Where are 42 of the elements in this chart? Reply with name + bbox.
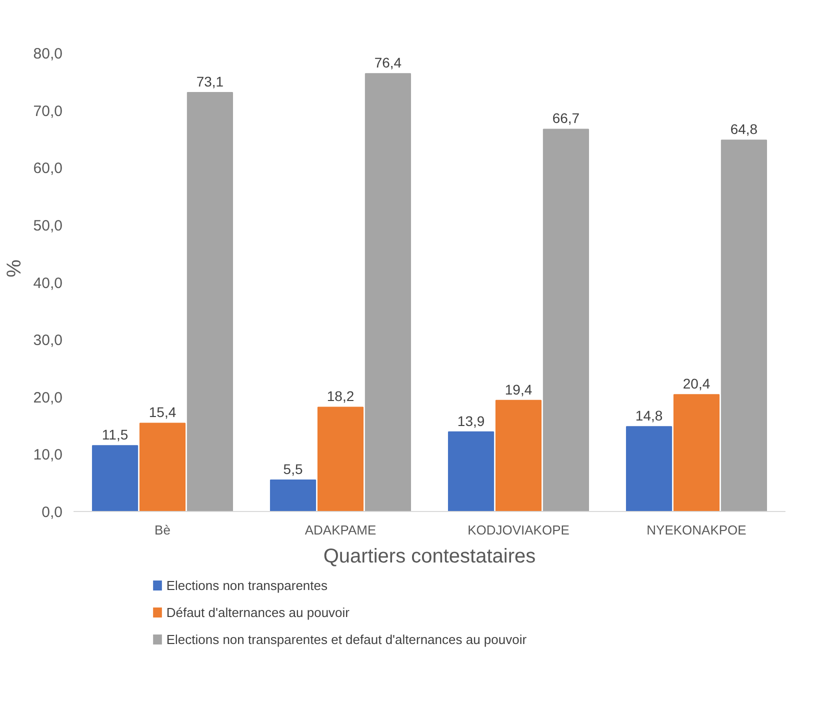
y-tick-label: 30,0: [33, 332, 63, 350]
text: 11,5: [102, 426, 128, 443]
y-tick-label: 60,0: [33, 160, 63, 178]
bar: [495, 400, 542, 512]
bar: [317, 406, 364, 512]
y-axis-title: %: [3, 259, 26, 278]
bar: [626, 426, 672, 512]
legend-label: Elections non transparentes et defaut d'alternances au pouvoir: [166, 632, 528, 647]
text: 64,8: [730, 121, 758, 138]
legend-label: Défaut d'alternances au pouvoir: [166, 605, 350, 620]
text: 73,1: [196, 74, 224, 90]
bar: [720, 140, 768, 512]
text: 13,9: [457, 412, 485, 429]
y-tick-label: 40,0: [33, 274, 63, 292]
text: 5,5: [283, 460, 303, 477]
y-tick-label: 80,0: [33, 46, 63, 63]
text: 19,4: [504, 381, 532, 398]
text: 14,8: [635, 408, 663, 424]
x-axis-title: Quartiers contestataires: [323, 546, 536, 568]
bar: [186, 92, 234, 512]
x-tick-label: KODJOVIAKOPE: [468, 522, 570, 538]
bar: [92, 445, 138, 512]
bar: [139, 422, 186, 512]
text: 76,4: [374, 54, 402, 71]
bar: [673, 394, 720, 512]
text: 66,7: [552, 110, 580, 126]
bar: [542, 128, 590, 512]
x-tick-label: ADAKPAME: [304, 522, 376, 538]
x-tick-label: NYEKONAKPOE: [646, 522, 747, 538]
y-tick-label: 50,0: [33, 217, 63, 234]
y-tick-label: 0,0: [42, 504, 63, 521]
legend-label: Elections non transparentes: [166, 578, 328, 593]
text: 15,4: [148, 404, 176, 420]
text: 20,4: [682, 376, 710, 392]
bar: [364, 73, 412, 512]
x-tick-label: Bè: [154, 522, 170, 538]
bar: [448, 431, 494, 512]
text: 18,2: [326, 388, 354, 404]
y-tick-label: 10,0: [33, 446, 63, 464]
y-tick-label: 20,0: [33, 389, 63, 406]
bar: [270, 479, 316, 512]
y-tick-label: 70,0: [33, 102, 63, 120]
